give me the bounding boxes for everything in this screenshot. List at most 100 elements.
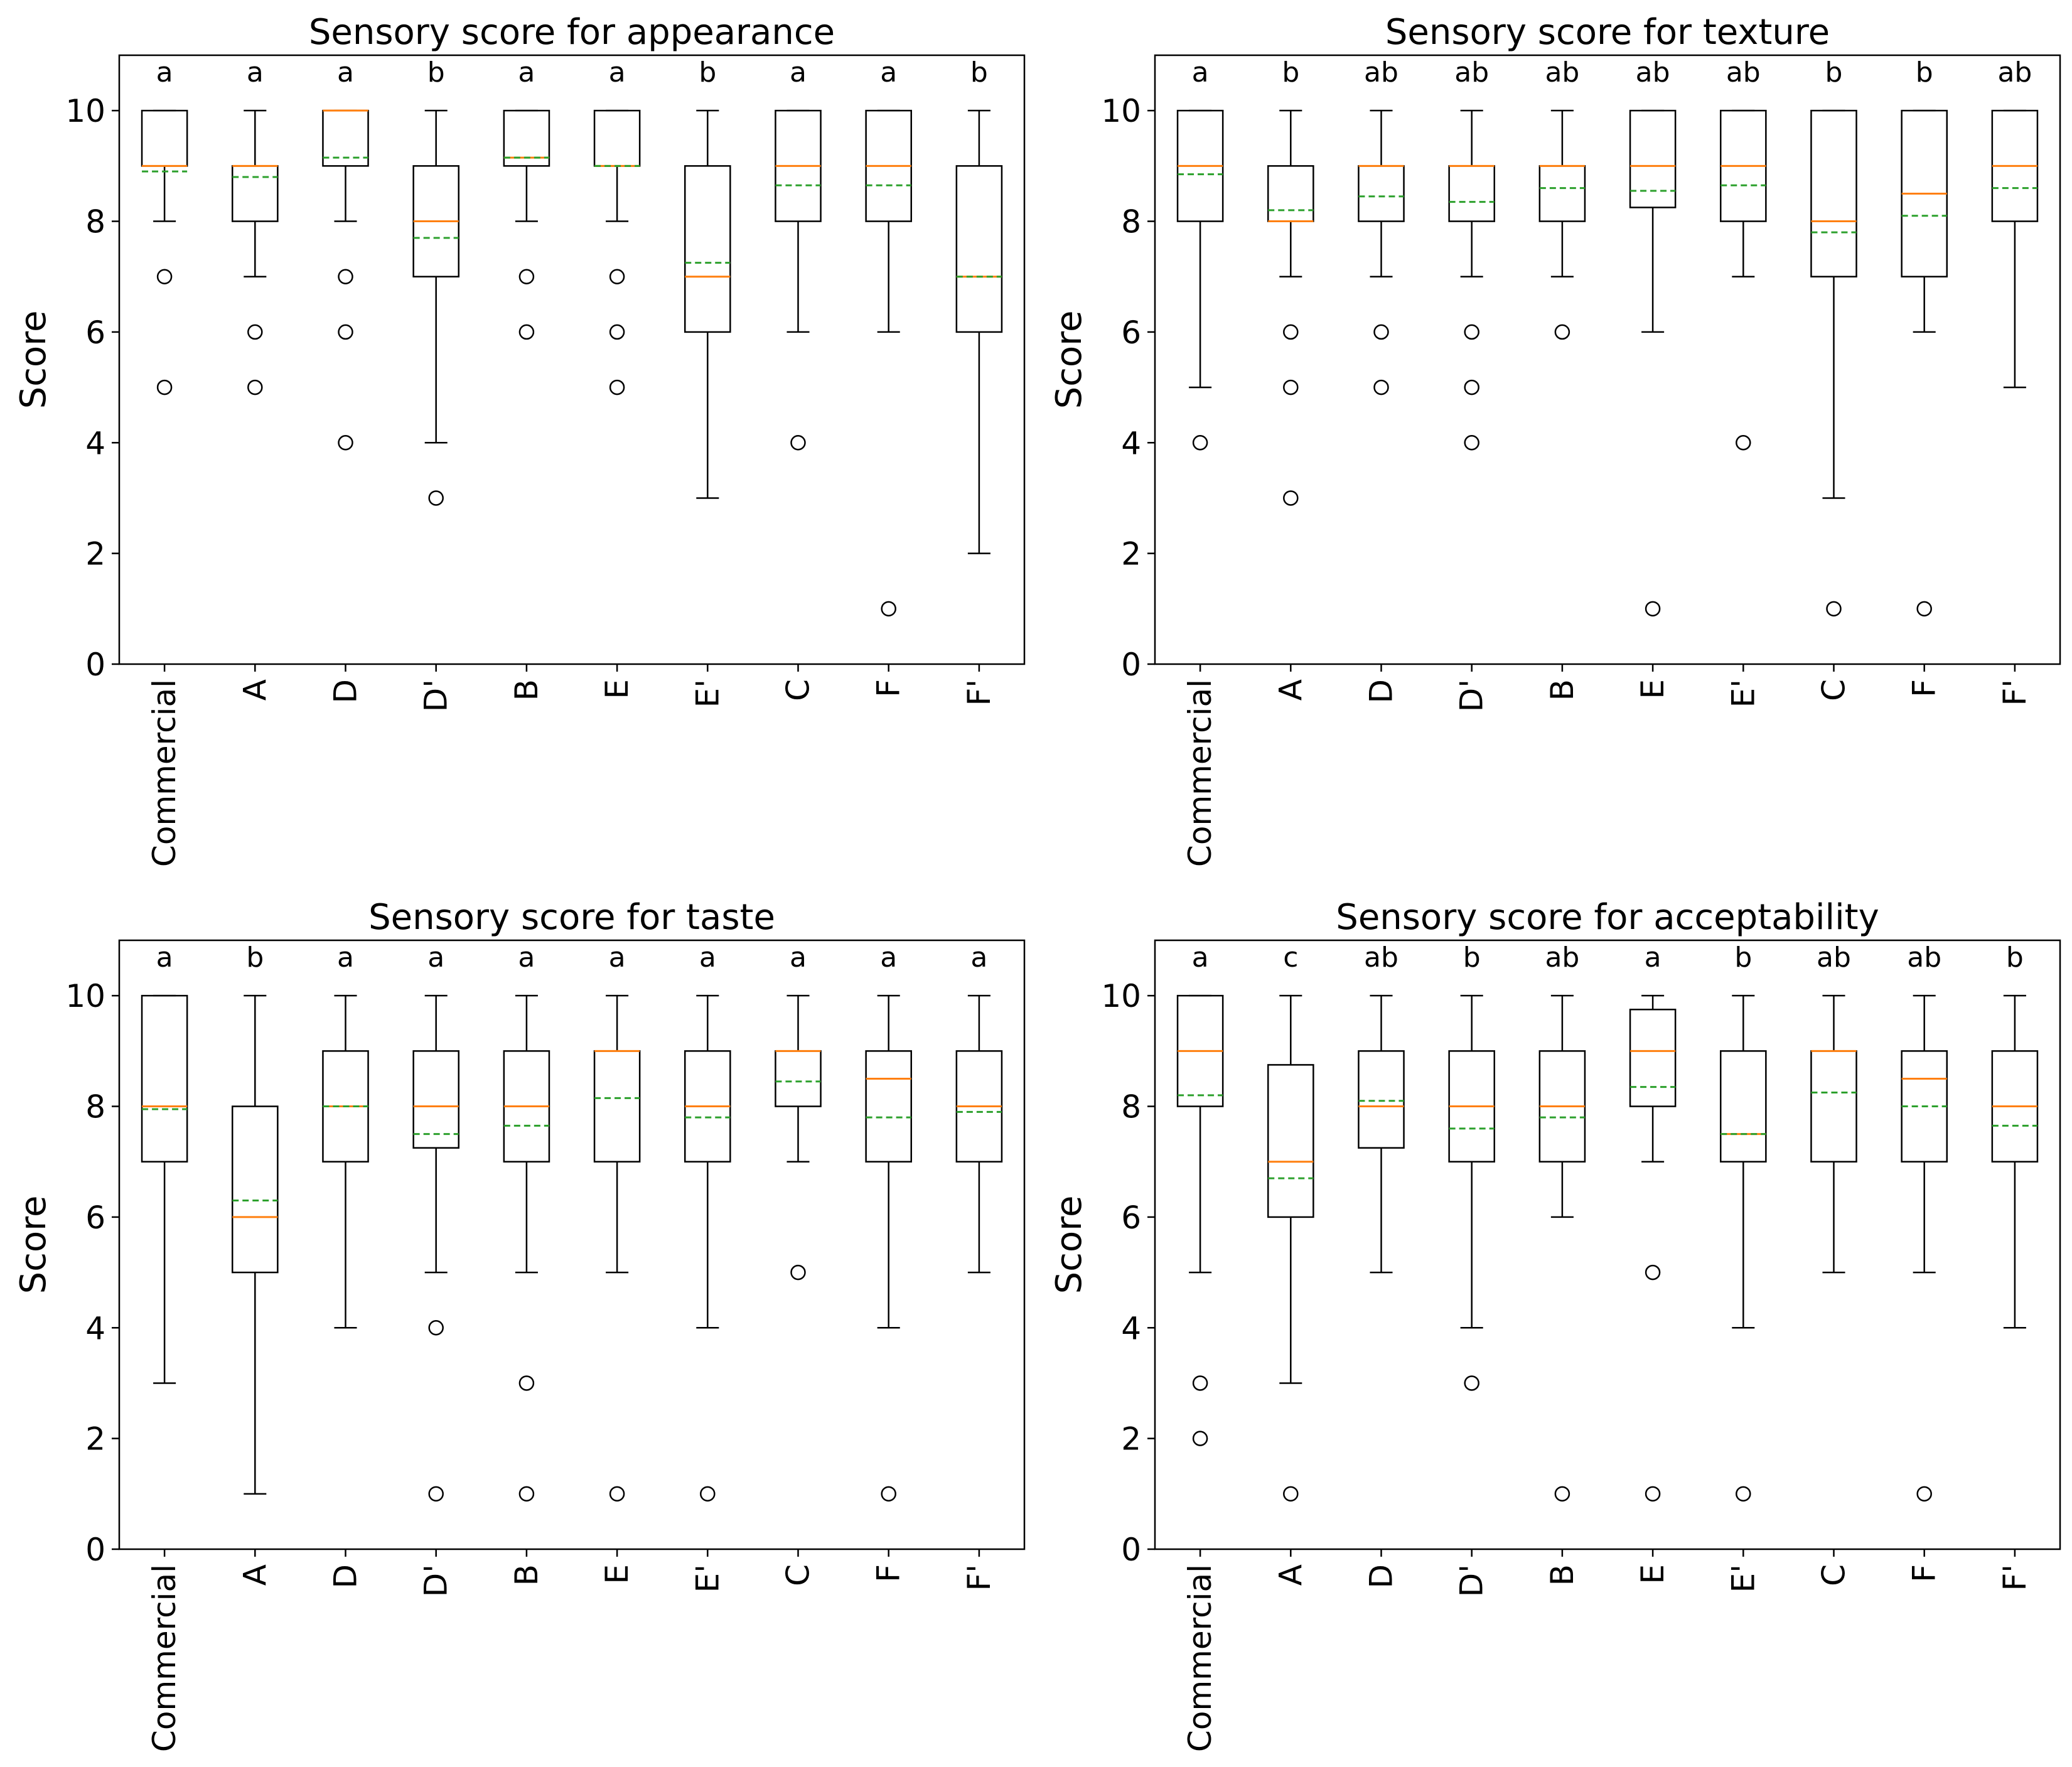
x-tick-label: E' (1725, 679, 1761, 707)
x-tick-label: D' (418, 1564, 454, 1597)
significance-letter: a (518, 942, 535, 974)
significance-letter: a (609, 56, 626, 89)
x-tick-label: A (237, 679, 273, 701)
x-tick-label: E' (689, 679, 726, 707)
x-tick-label: Commercial (1182, 679, 1218, 867)
x-tick-label: E (599, 1564, 635, 1584)
x-tick-label: D' (1454, 679, 1490, 712)
y-tick-label: 6 (1121, 314, 1141, 351)
y-tick-label: 4 (1121, 1310, 1141, 1346)
significance-letter: a (1645, 942, 1661, 974)
chart-title: Sensory score for taste (368, 897, 775, 938)
significance-letter: ab (1997, 56, 2032, 89)
significance-letter: a (609, 942, 626, 974)
x-tick-label: E (1635, 1564, 1671, 1584)
x-tick-label: D (1363, 679, 1400, 704)
x-tick-label: A (1272, 679, 1309, 701)
x-tick-label: E' (689, 1564, 726, 1592)
x-tick-label: D' (1454, 1564, 1490, 1597)
x-tick-label: C (780, 1564, 817, 1586)
x-tick-label: A (237, 1564, 273, 1586)
x-tick-label: Commercial (1182, 1564, 1218, 1752)
y-tick-label: 6 (85, 314, 105, 351)
significance-letter: ab (1454, 56, 1489, 89)
y-tick-label: 8 (1121, 204, 1141, 240)
x-tick-label: C (780, 679, 817, 701)
x-tick-label: B (1544, 1564, 1581, 1586)
y-tick-label: 2 (1121, 1421, 1141, 1458)
y-tick-label: 6 (1121, 1200, 1141, 1236)
significance-letter: ab (1364, 56, 1398, 89)
x-tick-label: B (508, 679, 545, 701)
significance-letter: a (427, 942, 444, 974)
significance-letter: b (427, 56, 445, 89)
significance-letter: b (1463, 942, 1481, 974)
significance-letter: a (790, 56, 807, 89)
x-tick-label: A (1272, 1564, 1309, 1586)
x-tick-label: D' (418, 679, 454, 712)
y-tick-label: 4 (85, 1310, 105, 1346)
significance-letter: a (1192, 56, 1209, 89)
y-tick-label: 2 (1121, 536, 1141, 572)
significance-letter: ab (1545, 56, 1579, 89)
significance-letter: b (1282, 56, 1299, 89)
significance-letter: a (790, 942, 807, 974)
x-tick-label: Commercial (146, 1564, 183, 1752)
significance-letter: b (246, 942, 264, 974)
significance-letter: a (337, 56, 354, 89)
y-axis-label: Score (13, 1196, 54, 1294)
x-tick-label: B (1544, 679, 1581, 701)
significance-letter: ab (1364, 942, 1398, 974)
y-tick-label: 8 (1121, 1089, 1141, 1125)
figure-background (0, 0, 2072, 1767)
chart-title: Sensory score for appearance (309, 12, 835, 53)
x-tick-label: Commercial (146, 679, 183, 867)
y-tick-label: 4 (1121, 425, 1141, 461)
y-tick-label: 0 (1121, 1532, 1141, 1568)
significance-letter: a (156, 942, 173, 974)
significance-letter: a (247, 56, 264, 89)
y-tick-label: 2 (85, 1421, 105, 1458)
y-tick-label: 0 (85, 647, 105, 683)
significance-letter: b (970, 56, 988, 89)
y-tick-label: 10 (1101, 93, 1141, 129)
figure: Sensory score for appearance Score 0 2 4 6 8 10… (0, 0, 2072, 1767)
x-tick-label: C (1816, 679, 1852, 701)
significance-letter: ab (1545, 942, 1579, 974)
x-tick-label: F (871, 1564, 907, 1582)
significance-letter: a (156, 56, 173, 89)
x-tick-label: F (871, 679, 907, 697)
significance-letter: a (518, 56, 535, 89)
y-tick-label: 10 (1101, 978, 1141, 1014)
x-tick-label: F' (961, 679, 997, 706)
x-tick-label: E' (1725, 1564, 1761, 1592)
significance-letter: a (880, 56, 897, 89)
x-tick-label: F' (1997, 1564, 2033, 1591)
y-tick-label: 6 (85, 1200, 105, 1236)
x-tick-label: D (1363, 1564, 1400, 1589)
significance-letter: ab (1907, 942, 1941, 974)
y-tick-label: 10 (65, 93, 105, 129)
significance-letter: b (1825, 56, 1843, 89)
y-tick-label: 0 (1121, 647, 1141, 683)
significance-letter: b (1916, 56, 1933, 89)
x-tick-label: B (508, 1564, 545, 1586)
significance-letter: a (880, 942, 897, 974)
significance-letter: a (970, 942, 987, 974)
y-tick-label: 0 (85, 1532, 105, 1568)
significance-letter: ab (1636, 56, 1670, 89)
y-tick-label: 8 (85, 1089, 105, 1125)
x-tick-label: F (1906, 1564, 1943, 1582)
x-tick-label: E (599, 679, 635, 699)
x-tick-label: F (1906, 679, 1943, 697)
x-tick-label: F' (961, 1564, 997, 1591)
y-axis-label: Score (13, 311, 54, 409)
chart-title: Sensory score for acceptability (1336, 897, 1879, 938)
y-tick-label: 4 (85, 425, 105, 461)
significance-letter: a (1192, 942, 1209, 974)
significance-letter: b (1734, 942, 1752, 974)
x-tick-label: C (1816, 1564, 1852, 1586)
significance-letter: ab (1817, 942, 1851, 974)
significance-letter: b (2006, 942, 2024, 974)
y-axis-label: Score (1049, 311, 1090, 409)
